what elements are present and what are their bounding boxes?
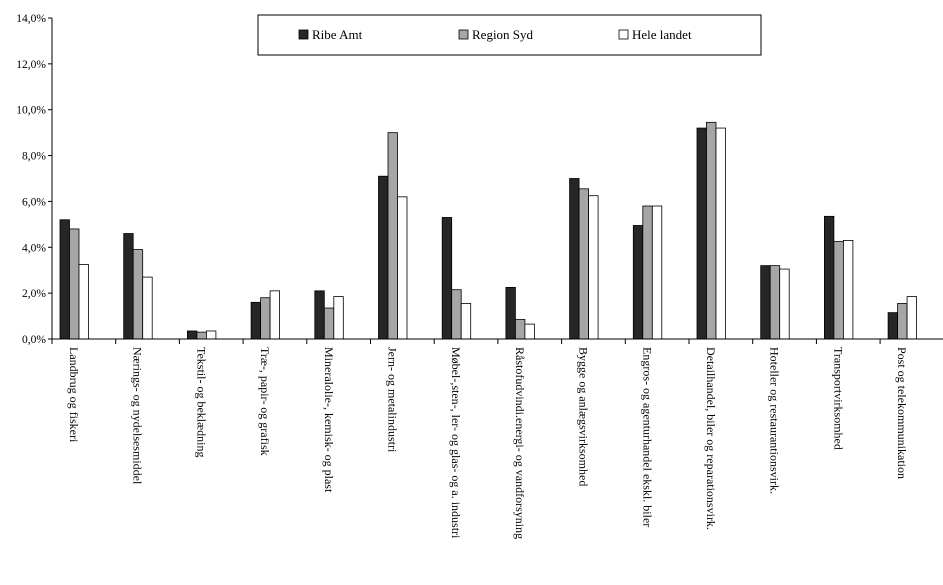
bar-region-syd [578,188,589,340]
y-tick-label: 6,0% [22,196,46,208]
bar-region-syd [260,297,271,340]
bar-region-syd [196,331,207,340]
bar-hele-landet [142,276,153,340]
y-tick-label: 0,0% [22,334,46,346]
bar-ribe-amt [250,301,262,340]
x-category-label: Møbel-,sten-, ler- og glas- og a. indust… [449,347,463,539]
bar-hele-landet [588,195,599,340]
bar-hele-landet [843,240,854,340]
bar-ribe-amt [505,287,516,340]
legend-label: Ribe Amt [312,27,363,42]
legend-label: Hele landet [632,27,692,42]
x-category-label: Transportvirksomhed [831,347,845,450]
y-tick-label: 10,0% [16,105,46,117]
bar-region-syd [897,303,908,340]
bar-ribe-amt [696,127,707,340]
bar-ribe-amt [569,178,580,340]
x-category-label: Tekstil- og beklædning [194,347,208,457]
y-axis: 0,0% 2,0% 4,0% 6,0% 8,0% 10,0% 12,0% 14,0% [16,13,53,346]
bar-region-syd [833,241,844,340]
legend-box [257,14,762,56]
bar-region-syd [515,319,526,340]
bar-hele-landet [78,264,89,340]
bar-region-syd [132,249,144,340]
bar-region-syd [706,121,717,340]
bar-hele-landet [779,268,790,340]
legend-swatch [618,29,629,40]
bar-ribe-amt [123,233,134,340]
bar-region-syd [642,205,653,340]
bar-hele-landet [460,303,472,340]
legend-swatch [298,29,309,40]
bar-ribe-amt [59,219,70,340]
y-tick-label: 8,0% [22,151,46,163]
x-axis: Landbrug og fiskeri Nærings- og nydelsesm… [51,338,943,539]
y-tick-label: 2,0% [22,288,46,300]
x-category-label: Hoteller og restaurantionsvirk. [768,347,782,494]
legend: Ribe Amt Region Syd Hele landet [257,14,762,56]
bar-ribe-amt [186,330,198,340]
bar-hele-landet [333,296,344,340]
x-category-label: Træ-, papir- og grafisk [258,347,272,456]
legend-label: Region Syd [472,27,534,42]
bar-hele-landet [524,323,535,340]
x-category-label: Landbrug og fiskeri [67,347,81,443]
y-tick-label: 14,0% [16,13,46,25]
bar-hele-landet [205,330,217,340]
bar-ribe-amt [760,265,771,340]
bar-ribe-amt [441,217,453,340]
bar-hele-landet [269,290,281,340]
bar-hele-landet [906,296,917,340]
bar-ribe-amt [824,215,835,340]
x-category-label: Detailhandel, biler og reparationsvirk. [704,347,718,530]
bar-region-syd [769,265,781,340]
bar-ribe-amt [632,225,644,340]
x-category-label: Nærings- og nydelsesmiddel [131,347,145,485]
bar-region-syd [69,228,80,340]
bar-hele-landet [397,196,408,340]
bar-hele-landet [715,127,726,340]
bar-ribe-amt [314,290,325,340]
x-category-label: Post og telekommunikation [895,347,909,479]
x-category-label: Råstofudvindi.energi- og vandforsyning [513,347,527,539]
bar-region-syd [451,289,462,340]
y-tick-label: 4,0% [22,242,46,254]
bar-ribe-amt [887,312,898,340]
bar-ribe-amt [378,175,389,340]
x-category-label: Engros- og agenturhandel ekskl. biler [640,347,654,527]
x-category-label: Mineralolie-, kemisk- og plast [322,347,336,493]
legend-swatch [458,29,469,40]
bars [59,121,917,340]
bar-hele-landet [651,205,663,340]
y-tick-label: 12,0% [16,59,46,71]
x-category-label: Bygge og anlægsvirksomhed [577,347,591,486]
bar-region-syd [387,132,398,340]
bar-region-syd [323,307,335,340]
x-category-label: Jern- og metalindustri [386,347,400,453]
